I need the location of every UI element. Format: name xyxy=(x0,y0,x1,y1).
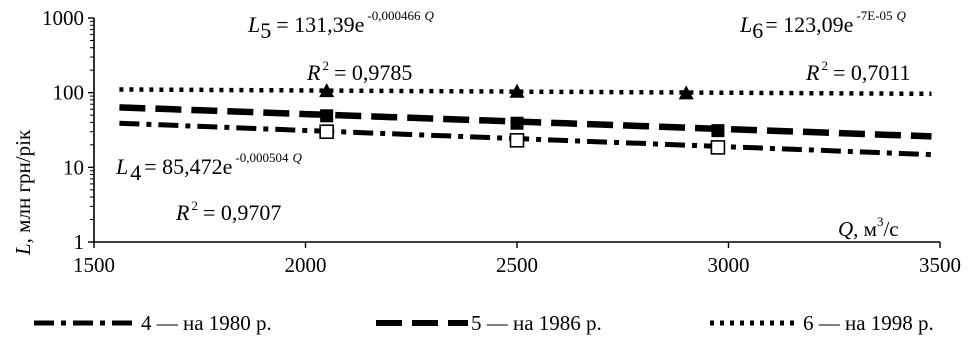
legend-label-s6: 6 — на 1998 р. xyxy=(803,311,934,335)
x-axis-var: Q xyxy=(838,217,853,241)
x-axis-unit-sup: 3 xyxy=(877,214,884,229)
trend-line-s6 xyxy=(119,87,932,97)
legend-item-s4: 4 — на 1980 р. xyxy=(34,311,272,335)
eq4-sub: 4 xyxy=(130,160,141,185)
eq6-var: Q xyxy=(897,8,907,23)
eq6-exp: -7E-05 xyxy=(856,8,892,23)
r2-s6-post: = 0,7011 xyxy=(833,60,911,85)
eq5-lhs: L xyxy=(247,12,260,37)
marker-s5-1 xyxy=(320,109,334,123)
r2-s4-pre: R xyxy=(175,200,190,225)
r2-s5: R 2 = 0,9785 xyxy=(306,58,412,85)
eq5-rhs: = 131,39e xyxy=(276,12,364,37)
marker-s6-1 xyxy=(319,83,335,98)
legend-item-s6: 6 — на 1998 р. xyxy=(710,311,934,335)
x-tick-label-3500: 3500 xyxy=(919,253,961,277)
data-markers xyxy=(319,83,726,155)
r2-s6: R 2 = 0,7011 xyxy=(805,58,911,85)
r2-s5-post: = 0,9785 xyxy=(334,60,412,85)
x-tick-label-3000: 3000 xyxy=(708,253,750,277)
legend-item-s5: 5 — на 1986 р. xyxy=(376,311,602,335)
x-axis-title: Q, м3/с xyxy=(838,214,899,241)
x-tick-label-2000: 2000 xyxy=(285,253,327,277)
marker-s4-2 xyxy=(509,133,525,148)
ticks xyxy=(88,17,941,248)
y-axis-unit: , млн грн/рік xyxy=(11,129,35,243)
legend-label-s4: 4 — на 1980 р. xyxy=(141,311,272,335)
eq4-rhs: = 85,472e xyxy=(144,154,232,179)
marker-s6-3 xyxy=(678,85,694,100)
y-tick-label-1000: 1000 xyxy=(42,6,84,30)
eq6-rhs: = 123,09e xyxy=(765,12,853,37)
r2-s6-sup: 2 xyxy=(821,58,828,73)
eq5-var: Q xyxy=(425,8,435,23)
marker-s6-2 xyxy=(509,83,525,98)
tick-labels: 1500 2000 2500 3000 3500 1 10 100 1000 xyxy=(42,6,961,277)
equation-s4: L4 = 85,472e -0,000504 Q xyxy=(115,150,303,185)
marker-s4-3 xyxy=(710,140,726,155)
y-tick-label-10: 10 xyxy=(63,155,84,179)
r2-s6-pre: R xyxy=(805,60,820,85)
eq4-lhs: L xyxy=(115,154,128,179)
r2-s4: R 2 = 0,9707 xyxy=(175,198,281,225)
eq4-exp: -0,000504 xyxy=(235,150,289,165)
x-tick-label-2500: 2500 xyxy=(496,253,538,277)
r2-s5-pre: R xyxy=(306,60,321,85)
trend-line-s5 xyxy=(119,104,932,140)
trend-lines xyxy=(119,87,932,158)
x-axis-unit-pre: , м xyxy=(853,217,877,241)
legend: 4 — на 1980 р. 5 — на 1986 р. 6 — на 199… xyxy=(34,311,934,335)
eq4-var: Q xyxy=(293,150,303,165)
trend-line-s4 xyxy=(119,120,932,158)
y-tick-label-100: 100 xyxy=(53,81,85,105)
x-tick-label-1500: 1500 xyxy=(73,253,115,277)
eq5-sub: 5 xyxy=(260,18,271,43)
marker-s4-1 xyxy=(319,124,334,140)
y-axis-title: L, млн грн/рік xyxy=(11,129,35,256)
eq6-sub: 6 xyxy=(752,18,763,43)
x-axis-unit-post: /с xyxy=(883,217,898,241)
r2-s4-post: = 0,9707 xyxy=(203,200,281,225)
equation-s6: L6= 123,09e -7E-05 Q xyxy=(739,8,907,43)
y-tick-label-1: 1 xyxy=(74,230,85,254)
marker-s5-3 xyxy=(711,124,725,138)
r2-s4-sup: 2 xyxy=(191,198,198,213)
equation-s5: L5 = 131,39e -0,000466 Q xyxy=(247,8,435,43)
eq5-exp: -0,000466 xyxy=(367,8,421,23)
y-axis-var: L xyxy=(11,243,35,256)
r2-s5-sup: 2 xyxy=(322,58,329,73)
legend-label-s5: 5 — на 1986 р. xyxy=(471,311,602,335)
marker-s5-2 xyxy=(510,116,524,130)
eq6-lhs: L xyxy=(739,12,752,37)
